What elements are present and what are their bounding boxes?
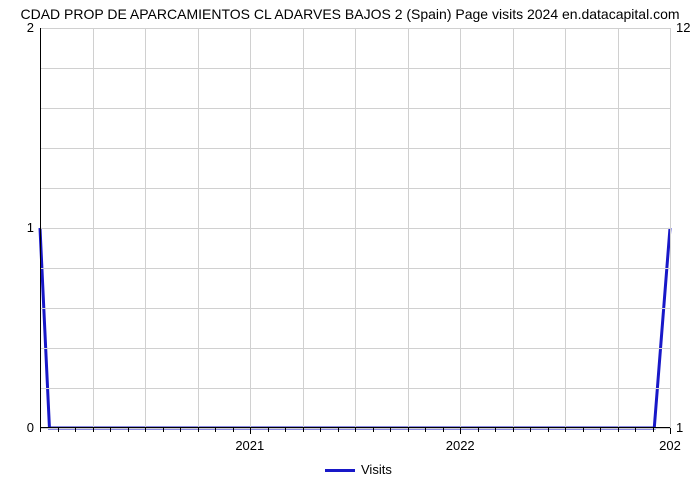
grid-h (40, 228, 670, 229)
x-tick-minor (373, 428, 374, 432)
x-tick-minor (548, 428, 549, 432)
x-tick-minor (320, 428, 321, 432)
x-tick-minor (215, 428, 216, 432)
y-tick-right: 1 (676, 420, 683, 435)
x-tick-minor (653, 428, 654, 432)
grid-h (40, 268, 670, 269)
grid-h (40, 188, 670, 189)
x-tick-minor (408, 428, 409, 432)
grid-h (40, 28, 670, 29)
x-tick-minor (268, 428, 269, 432)
grid-v (670, 28, 671, 428)
x-tick-minor (198, 428, 199, 432)
x-tick-minor (600, 428, 601, 432)
x-tick-minor (583, 428, 584, 432)
x-tick-minor (110, 428, 111, 432)
x-tick-minor (58, 428, 59, 432)
x-label: 2021 (235, 438, 264, 453)
legend: Visits (325, 462, 392, 477)
x-tick-minor (530, 428, 531, 432)
y-tick-left: 0 (12, 420, 34, 435)
x-tick-minor (355, 428, 356, 432)
x-tick-minor (93, 428, 94, 432)
x-tick-minor (478, 428, 479, 432)
x-label: 2022 (446, 438, 475, 453)
x-tick-minor (145, 428, 146, 432)
x-tick-minor (618, 428, 619, 432)
legend-label: Visits (361, 462, 392, 477)
x-tick-minor (40, 428, 41, 432)
y-tick-left: 1 (12, 220, 34, 235)
chart-title: CDAD PROP DE APARCAMIENTOS CL ADARVES BA… (0, 6, 700, 22)
x-tick-major (250, 428, 251, 434)
x-tick-minor (233, 428, 234, 432)
plot-area (40, 28, 670, 428)
y-tick-left: 2 (12, 20, 34, 35)
x-tick-minor (303, 428, 304, 432)
grid-h (40, 308, 670, 309)
x-tick-minor (635, 428, 636, 432)
x-tick-minor (425, 428, 426, 432)
x-tick-minor (495, 428, 496, 432)
grid-h (40, 388, 670, 389)
y-tick-right: 12 (676, 20, 690, 35)
grid-h (40, 68, 670, 69)
x-tick-minor (180, 428, 181, 432)
x-tick-minor (75, 428, 76, 432)
x-label: 202 (659, 438, 681, 453)
x-tick-minor (513, 428, 514, 432)
x-tick-major (670, 428, 671, 434)
legend-swatch (325, 469, 355, 472)
x-tick-minor (338, 428, 339, 432)
x-tick-minor (390, 428, 391, 432)
x-tick-minor (443, 428, 444, 432)
grid-h (40, 348, 670, 349)
x-tick-minor (565, 428, 566, 432)
x-tick-major (460, 428, 461, 434)
x-tick-minor (285, 428, 286, 432)
x-tick-minor (128, 428, 129, 432)
grid-h (40, 108, 670, 109)
x-tick-minor (163, 428, 164, 432)
grid-h (40, 148, 670, 149)
